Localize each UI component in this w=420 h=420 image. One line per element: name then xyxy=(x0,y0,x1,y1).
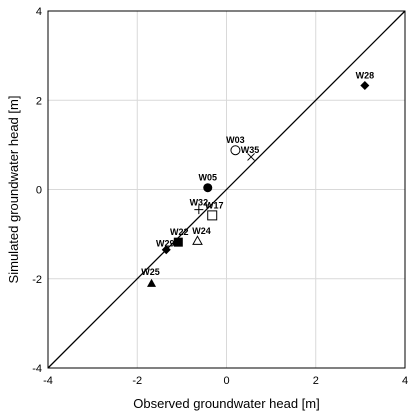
point-w29 xyxy=(161,245,171,255)
x-tick-label: 2 xyxy=(313,375,319,387)
point-label-w17: W17 xyxy=(205,200,224,210)
x-axis-title: Observed groundwater head [m] xyxy=(133,396,319,411)
y-axis-ticks: -4 -2 0 2 4 xyxy=(32,6,42,375)
point-label-w29: W29 xyxy=(156,239,175,249)
y-axis-title: Simulated groundwater head [m] xyxy=(6,96,21,284)
point-label-w03: W03 xyxy=(226,135,245,145)
point-label-w22: W22 xyxy=(170,227,189,237)
point-w25 xyxy=(147,278,157,287)
x-tick-label: -4 xyxy=(43,375,53,387)
plot-frame xyxy=(47,10,406,369)
point-w17 xyxy=(207,210,218,221)
point-label-w28: W28 xyxy=(356,71,375,81)
y-tick-label: 4 xyxy=(36,6,42,18)
point-label-w24: W24 xyxy=(192,226,211,236)
point-w28 xyxy=(360,81,370,91)
data-points xyxy=(147,81,370,287)
one-to-one-line xyxy=(47,10,406,369)
point-label-w35: W35 xyxy=(241,145,260,155)
point-w24 xyxy=(192,235,203,245)
point-label-w05: W05 xyxy=(198,173,217,183)
point-label-w32: W32 xyxy=(190,198,209,208)
y-tick-label: 2 xyxy=(36,95,42,107)
x-tick-label: 4 xyxy=(402,375,408,387)
point-label-w25: W25 xyxy=(141,267,160,277)
point-w05 xyxy=(203,183,213,193)
y-tick-label: 0 xyxy=(36,185,42,197)
point-w35 xyxy=(247,153,255,161)
point-w03 xyxy=(230,145,241,156)
y-tick-label: -2 xyxy=(32,274,42,286)
point-w32 xyxy=(194,205,204,215)
x-tick-label: 0 xyxy=(223,375,229,387)
x-axis-ticks: -4 -2 0 2 4 xyxy=(43,375,408,387)
x-tick-label: -2 xyxy=(132,375,142,387)
point-w22 xyxy=(173,237,183,247)
y-tick-label: -4 xyxy=(32,363,42,375)
